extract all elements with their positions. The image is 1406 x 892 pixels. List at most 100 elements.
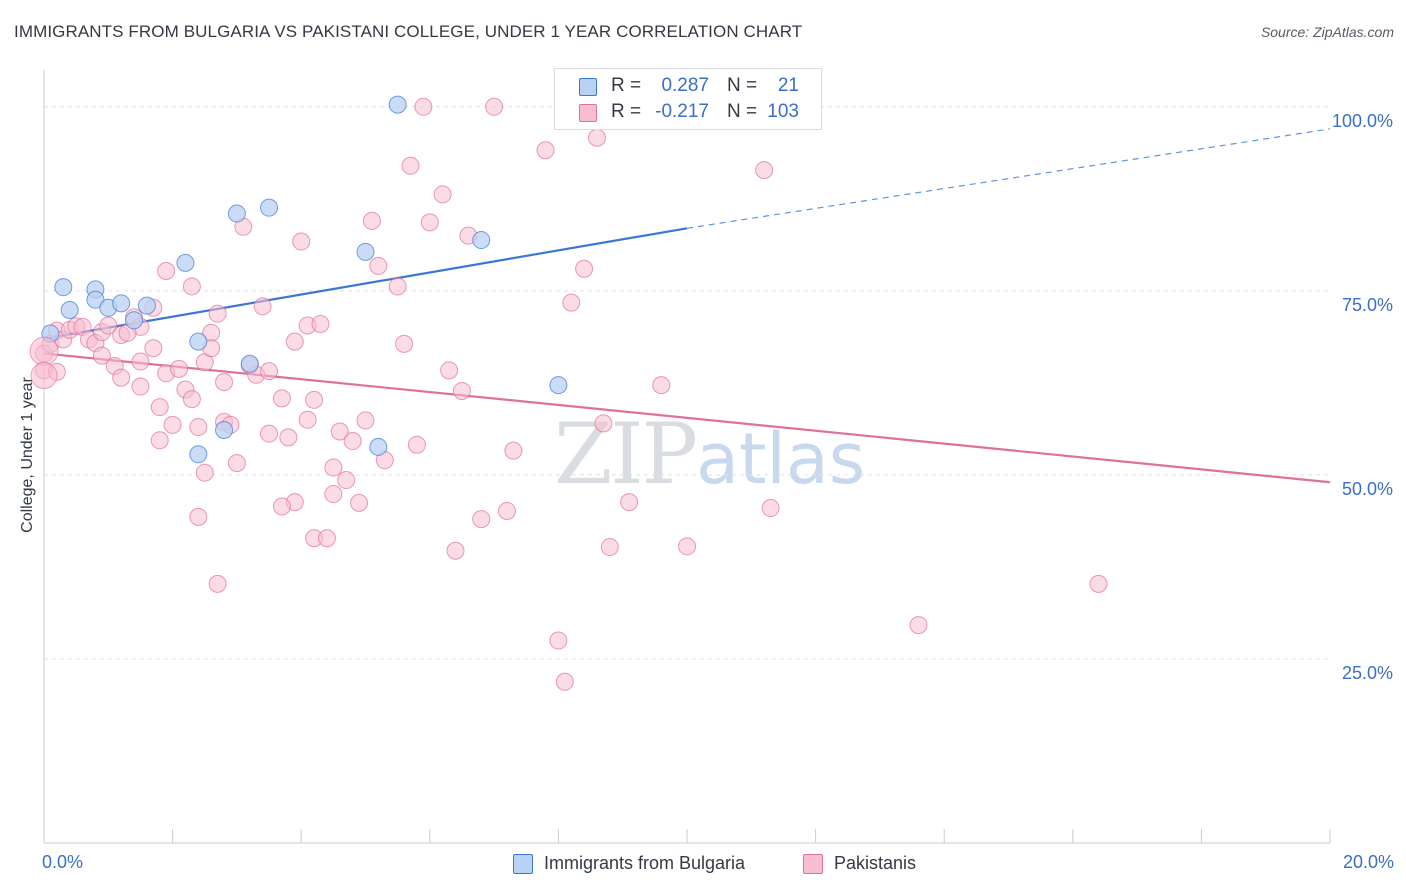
point-pakistanis [497,501,516,520]
point-pakistanis [131,352,150,371]
point-pakistanis [909,616,928,635]
stats-row-pakistanis: R = -0.217 N = 103 [555,100,821,126]
point-bulgaria [86,290,105,309]
chart-title: IMMIGRANTS FROM BULGARIA VS PAKISTANI CO… [14,22,803,41]
point-pakistanis [1089,574,1108,593]
data-points [29,95,1108,691]
point-pakistanis-cluster [29,336,59,366]
pakistanis-swatch [579,104,597,122]
point-pakistanis [652,376,671,395]
y-tick-label: 75.0% [1341,294,1393,315]
point-pakistanis [536,141,555,160]
point-pakistanis [504,441,523,460]
watermark-atlas: atlas [696,418,866,500]
point-pakistanis [305,390,324,409]
point-pakistanis [324,458,343,477]
point-bulgaria [176,253,195,272]
point-bulgaria [472,231,491,250]
legend-label: Pakistanis [834,853,917,873]
point-pakistanis [401,156,420,175]
point-pakistanis [131,377,150,396]
n-label: N = [727,75,758,96]
point-pakistanis [279,428,298,447]
y-tick-label: 50.0% [1341,478,1393,499]
point-pakistanis [446,541,465,560]
n-value: 103 [767,101,799,122]
point-bulgaria [260,198,279,217]
point-pakistanis [292,232,311,251]
point-pakistanis [362,211,381,230]
watermark-zip: ZIP [554,405,698,503]
point-pakistanis [330,422,349,441]
point-pakistanis [182,277,201,296]
x-tick-label-max: 20.0% [1342,852,1394,872]
x-tick-label-min: 0.0% [42,852,84,872]
point-pakistanis [157,261,176,280]
r-value: 0.287 [661,75,709,96]
y-axis-label: College, Under 1 year [19,377,36,533]
point-bulgaria [369,437,388,456]
point-pakistanis [356,411,375,430]
point-pakistanis [182,390,201,409]
point-bulgaria [227,204,246,223]
point-pakistanis [163,415,182,434]
point-pakistanis [594,414,613,433]
point-bulgaria [189,332,208,351]
point-pakistanis [298,410,317,429]
point-pakistanis [452,381,471,400]
point-pakistanis [260,424,279,443]
point-pakistanis [99,316,118,335]
point-pakistanis [144,339,163,358]
source-credit: Source: ZipAtlas.com [1260,24,1394,40]
legend-label: Immigrants from Bulgaria [544,853,746,873]
point-pakistanis [343,432,362,451]
point-pakistanis [272,389,291,408]
point-bulgaria [549,376,568,395]
n-value: 21 [777,75,799,96]
point-pakistanis [620,493,639,512]
point-pakistanis [395,334,414,353]
point-bulgaria [112,294,131,313]
y-tick-label: 25.0% [1341,662,1393,683]
watermark: ZIPatlas [554,405,865,503]
point-pakistanis [150,431,169,450]
point-pakistanis [317,529,336,548]
point-pakistanis [285,332,304,351]
point-pakistanis [549,631,568,650]
point-bulgaria [388,95,407,114]
point-bulgaria [215,420,234,439]
point-bulgaria [137,296,156,315]
point-pakistanis [440,361,459,380]
bulgaria-swatch [579,78,597,96]
point-pakistanis [253,297,272,316]
point-pakistanis [324,485,343,504]
r-value: -0.217 [655,101,709,122]
r-label: R = [611,75,642,96]
trend-line-bulgaria [43,227,688,340]
point-bulgaria [189,445,208,464]
point-pakistanis [600,538,619,557]
point-pakistanis [311,314,330,333]
stats-legend: R = 0.287 N = 21 R = -0.217 N = 103 [554,68,822,130]
point-pakistanis [208,304,227,323]
point-pakistanis [761,499,780,518]
point-bulgaria [125,311,144,330]
r-label: R = [611,101,642,122]
axes [43,70,1331,844]
point-bulgaria [60,300,79,319]
point-pakistanis [678,537,696,556]
point-pakistanis [433,185,452,204]
point-pakistanis [208,574,227,593]
pakistanis-swatch [803,854,823,874]
point-pakistanis [189,418,208,437]
point-pakistanis [575,259,594,278]
point-pakistanis [260,362,279,381]
point-pakistanis [215,373,234,392]
point-pakistanis [420,213,439,232]
point-pakistanis [92,346,111,365]
bulgaria-swatch [513,854,533,874]
point-pakistanis [195,463,214,482]
point-pakistanis [414,97,433,116]
point-pakistanis [587,128,606,147]
point-bulgaria [240,354,259,373]
